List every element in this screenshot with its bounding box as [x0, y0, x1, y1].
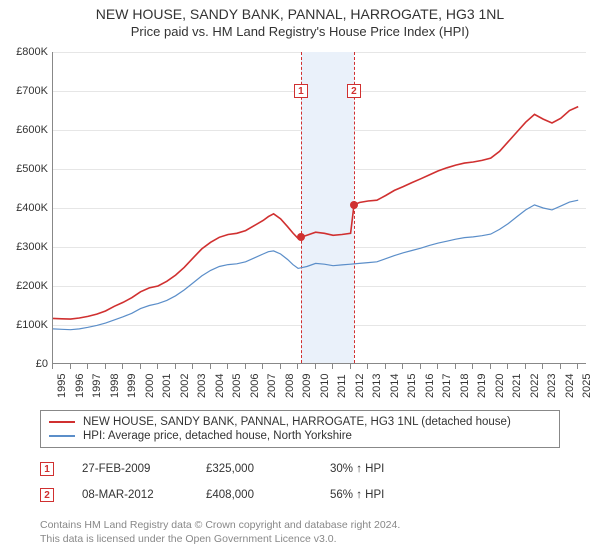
- y-tick-label: £700K: [2, 85, 48, 97]
- legend-label: HPI: Average price, detached house, Nort…: [83, 430, 352, 442]
- legend-swatch: [49, 421, 75, 423]
- x-tick-label: 2004: [214, 374, 226, 398]
- footer-line: Contains HM Land Registry data © Crown c…: [40, 518, 560, 532]
- data-point: [350, 201, 358, 209]
- x-tick-label: 2013: [371, 374, 383, 398]
- chart-container: NEW HOUSE, SANDY BANK, PANNAL, HARROGATE…: [0, 0, 600, 560]
- transaction-date: 08-MAR-2012: [82, 489, 178, 501]
- transaction-date: 27-FEB-2009: [82, 463, 178, 475]
- x-tick-label: 2018: [459, 374, 471, 398]
- x-tick-label: 2009: [301, 374, 313, 398]
- annotation-marker: 1: [294, 84, 308, 98]
- data-point: [297, 233, 305, 241]
- transaction-delta: 56% ↑ HPI: [330, 489, 426, 501]
- y-tick-label: £800K: [2, 46, 48, 58]
- x-tick-label: 1995: [56, 374, 68, 398]
- x-tick-label: 2008: [284, 374, 296, 398]
- annotation-marker: 2: [347, 84, 361, 98]
- series-line: [53, 200, 578, 330]
- transaction-row: 1 27-FEB-2009 £325,000 30% ↑ HPI: [40, 456, 560, 482]
- x-tick-label: 2006: [249, 374, 261, 398]
- x-tick-label: 2016: [424, 374, 436, 398]
- x-axis: 1995 1996 1997 1998 1999 2000 2001 2002 2003 2004…: [52, 364, 586, 404]
- legend-item: HPI: Average price, detached house, Nort…: [49, 429, 551, 443]
- x-tick-label: 2012: [354, 374, 366, 398]
- x-tick-label: 2019: [476, 374, 488, 398]
- plot-area: £0 £100K £200K £300K £400K £500K £600K £700K £80…: [0, 44, 600, 404]
- x-tick-label: 2024: [564, 374, 576, 398]
- transaction-price: £325,000: [206, 463, 302, 475]
- legend-item: NEW HOUSE, SANDY BANK, PANNAL, HARROGATE…: [49, 415, 551, 429]
- y-tick-label: £0: [2, 358, 48, 370]
- x-tick-label: 2015: [406, 374, 418, 398]
- line-series: [53, 52, 587, 364]
- x-tick-label: 2011: [336, 374, 348, 398]
- legend: NEW HOUSE, SANDY BANK, PANNAL, HARROGATE…: [40, 410, 560, 448]
- y-tick-label: £100K: [2, 319, 48, 331]
- legend-label: NEW HOUSE, SANDY BANK, PANNAL, HARROGATE…: [83, 416, 511, 428]
- annotation-marker: 2: [40, 488, 54, 502]
- x-tick-label: 2005: [231, 374, 243, 398]
- x-tick-label: 2017: [441, 374, 453, 398]
- x-tick-label: 2010: [319, 374, 331, 398]
- plot: 12: [52, 52, 586, 364]
- x-tick-label: 2003: [196, 374, 208, 398]
- x-tick-label: 1998: [109, 374, 121, 398]
- x-tick-label: 2022: [529, 374, 541, 398]
- y-tick-label: £500K: [2, 163, 48, 175]
- x-tick-label: 2023: [546, 374, 558, 398]
- x-tick-label: 2020: [494, 374, 506, 398]
- footer-line: This data is licensed under the Open Gov…: [40, 532, 560, 546]
- x-tick-label: 1996: [74, 374, 86, 398]
- chart-title: NEW HOUSE, SANDY BANK, PANNAL, HARROGATE…: [0, 0, 600, 22]
- y-tick-label: £200K: [2, 280, 48, 292]
- transactions: 1 27-FEB-2009 £325,000 30% ↑ HPI 2 08-MA…: [40, 456, 560, 508]
- transaction-price: £408,000: [206, 489, 302, 501]
- x-tick-label: 2000: [144, 374, 156, 398]
- y-tick-label: £600K: [2, 124, 48, 136]
- x-tick-label: 1997: [91, 374, 103, 398]
- x-tick-label: 1999: [126, 374, 138, 398]
- annotation-marker: 1: [40, 462, 54, 476]
- transaction-delta: 30% ↑ HPI: [330, 463, 426, 475]
- footer: Contains HM Land Registry data © Crown c…: [40, 518, 560, 546]
- x-tick-label: 2021: [511, 374, 523, 398]
- x-tick-label: 2007: [266, 374, 278, 398]
- transaction-row: 2 08-MAR-2012 £408,000 56% ↑ HPI: [40, 482, 560, 508]
- x-tick-label: 2001: [161, 374, 173, 398]
- x-tick-label: 2014: [389, 374, 401, 398]
- legend-swatch: [49, 435, 75, 437]
- chart-subtitle: Price paid vs. HM Land Registry's House …: [0, 22, 600, 39]
- y-tick-label: £400K: [2, 202, 48, 214]
- x-tick-label: 2025: [581, 374, 593, 398]
- y-tick-label: £300K: [2, 241, 48, 253]
- series-line: [53, 107, 578, 320]
- x-tick-label: 2002: [179, 374, 191, 398]
